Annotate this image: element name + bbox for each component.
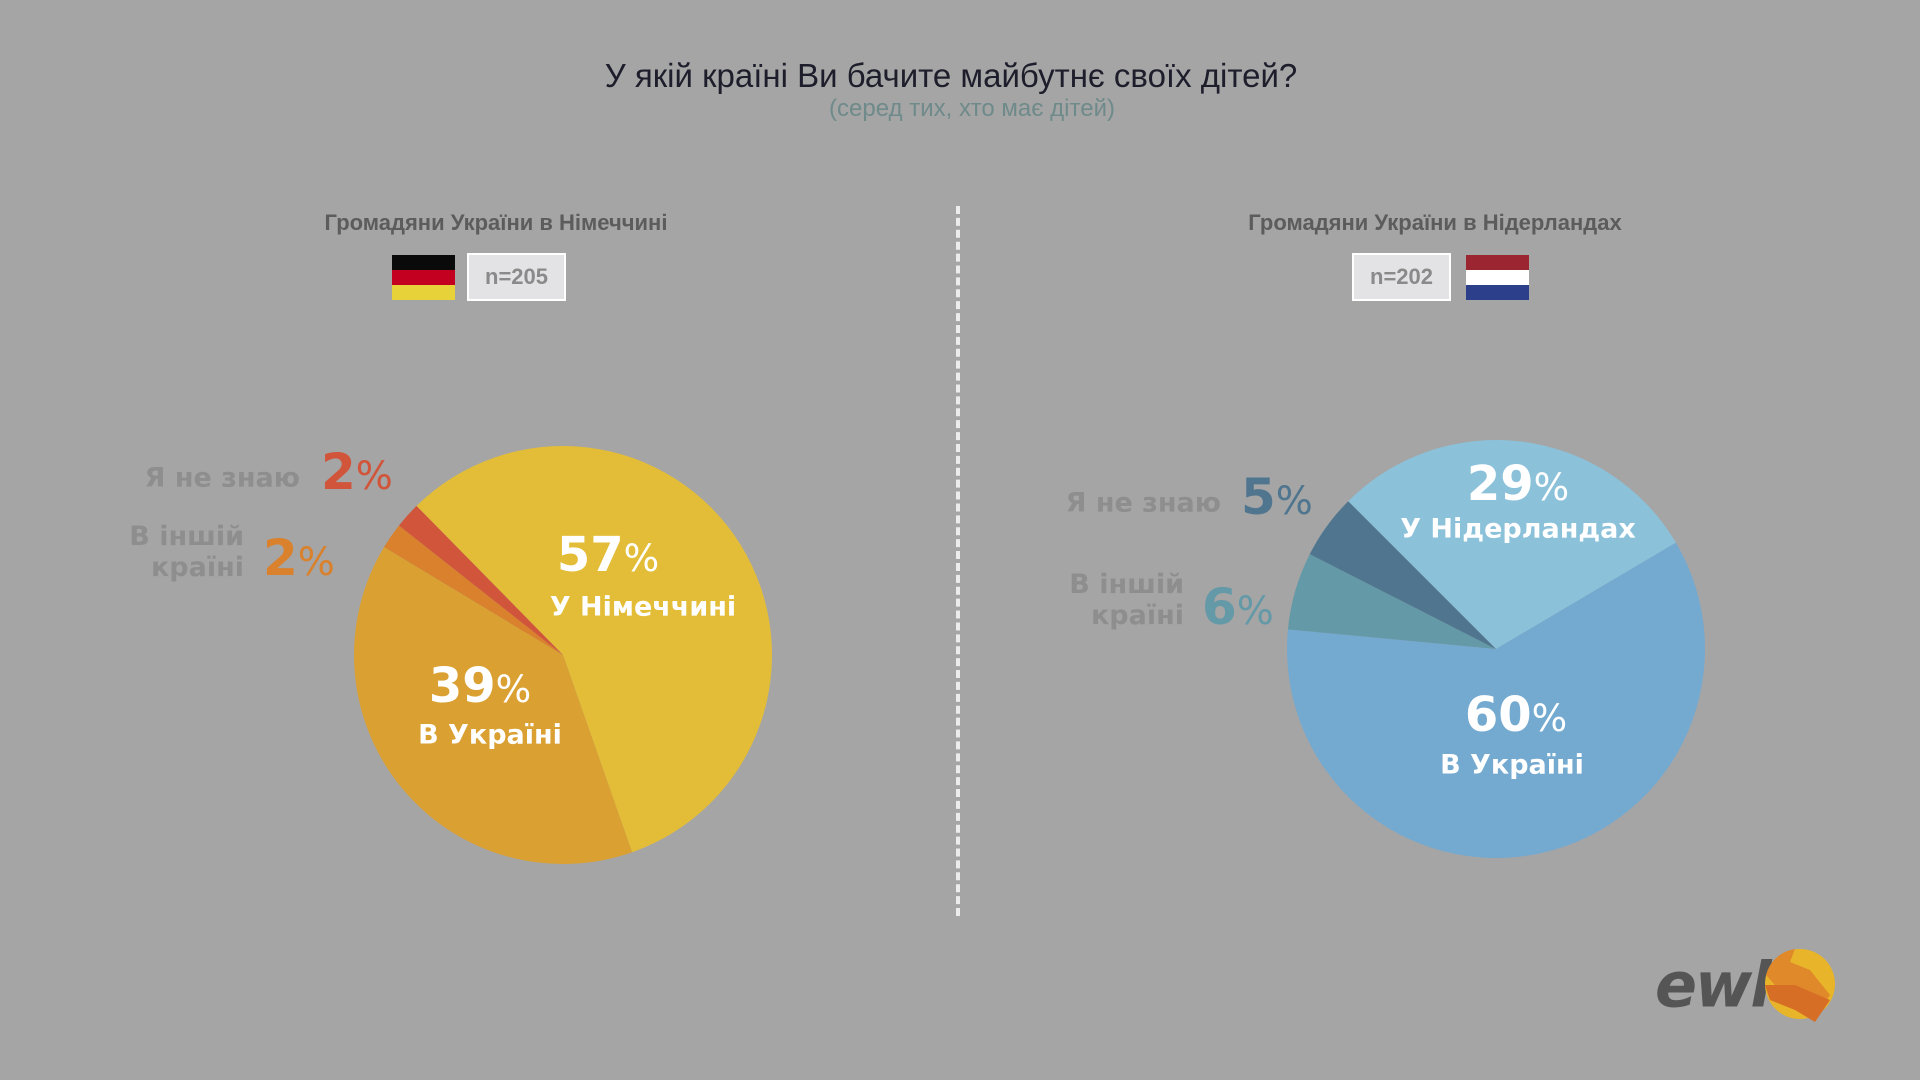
data-label-germany: У Німеччині: [549, 591, 737, 623]
netherlands-flag-icon: [1466, 255, 1529, 300]
pie-slice-в-іншій-країні: [1287, 554, 1496, 649]
data-label-netherlands: У Нідерландах: [1400, 513, 1636, 545]
pie-germany: [354, 445, 772, 864]
data-label-ukraine: В Україні: [418, 719, 562, 751]
ewl-logo-text: ewl: [1655, 948, 1772, 1022]
legend-other-country: В іншій країні: [129, 521, 244, 583]
pie-slice-в-україні: [1287, 542, 1705, 858]
pie-netherlands: [1287, 439, 1705, 858]
legend-dont-know: Я не знаю: [1065, 487, 1221, 519]
data-label-other-pct: 6%: [1202, 578, 1274, 636]
germany-flag-icon: [392, 255, 455, 300]
data-label-dont-know-pct: 5%: [1241, 468, 1313, 526]
pie-slice-у-німеччині: [416, 445, 772, 853]
data-label-other-pct: 2%: [263, 529, 335, 587]
pie-slice-у-нідерландах: [1348, 439, 1676, 649]
legend-dont-know: Я не знаю: [144, 462, 300, 494]
netherlands-header: Громадяни України в Нідерландах: [1248, 210, 1622, 235]
sample-size-badge: n=205: [467, 253, 566, 301]
pie-slice-в-україні: [354, 547, 633, 864]
germany-header: Громадяни України в Німеччині: [324, 210, 668, 235]
chart-title: У якій країні Ви бачите майбутнє своїх д…: [604, 57, 1298, 94]
data-label-germany-pct: 57%: [556, 527, 660, 583]
data-label-ukraine: В Україні: [1440, 749, 1584, 781]
pie-slice-я-не-знаю: [398, 505, 563, 655]
data-label-dont-know-pct: 2%: [321, 443, 393, 501]
data-label-ukraine-pct: 60%: [1464, 687, 1568, 743]
pie-slice-в-іншій-країні: [384, 525, 563, 655]
sample-size-badge: n=202: [1352, 253, 1451, 301]
data-label-netherlands-pct: 29%: [1466, 456, 1570, 512]
chart-subtitle: (серед тих, хто має дітей): [829, 95, 1115, 122]
data-label-ukraine-pct: 39%: [428, 658, 532, 714]
legend-other-country: В іншій країні: [1069, 569, 1184, 631]
pie-slice-я-не-знаю: [1309, 501, 1496, 649]
divider: [956, 206, 960, 916]
